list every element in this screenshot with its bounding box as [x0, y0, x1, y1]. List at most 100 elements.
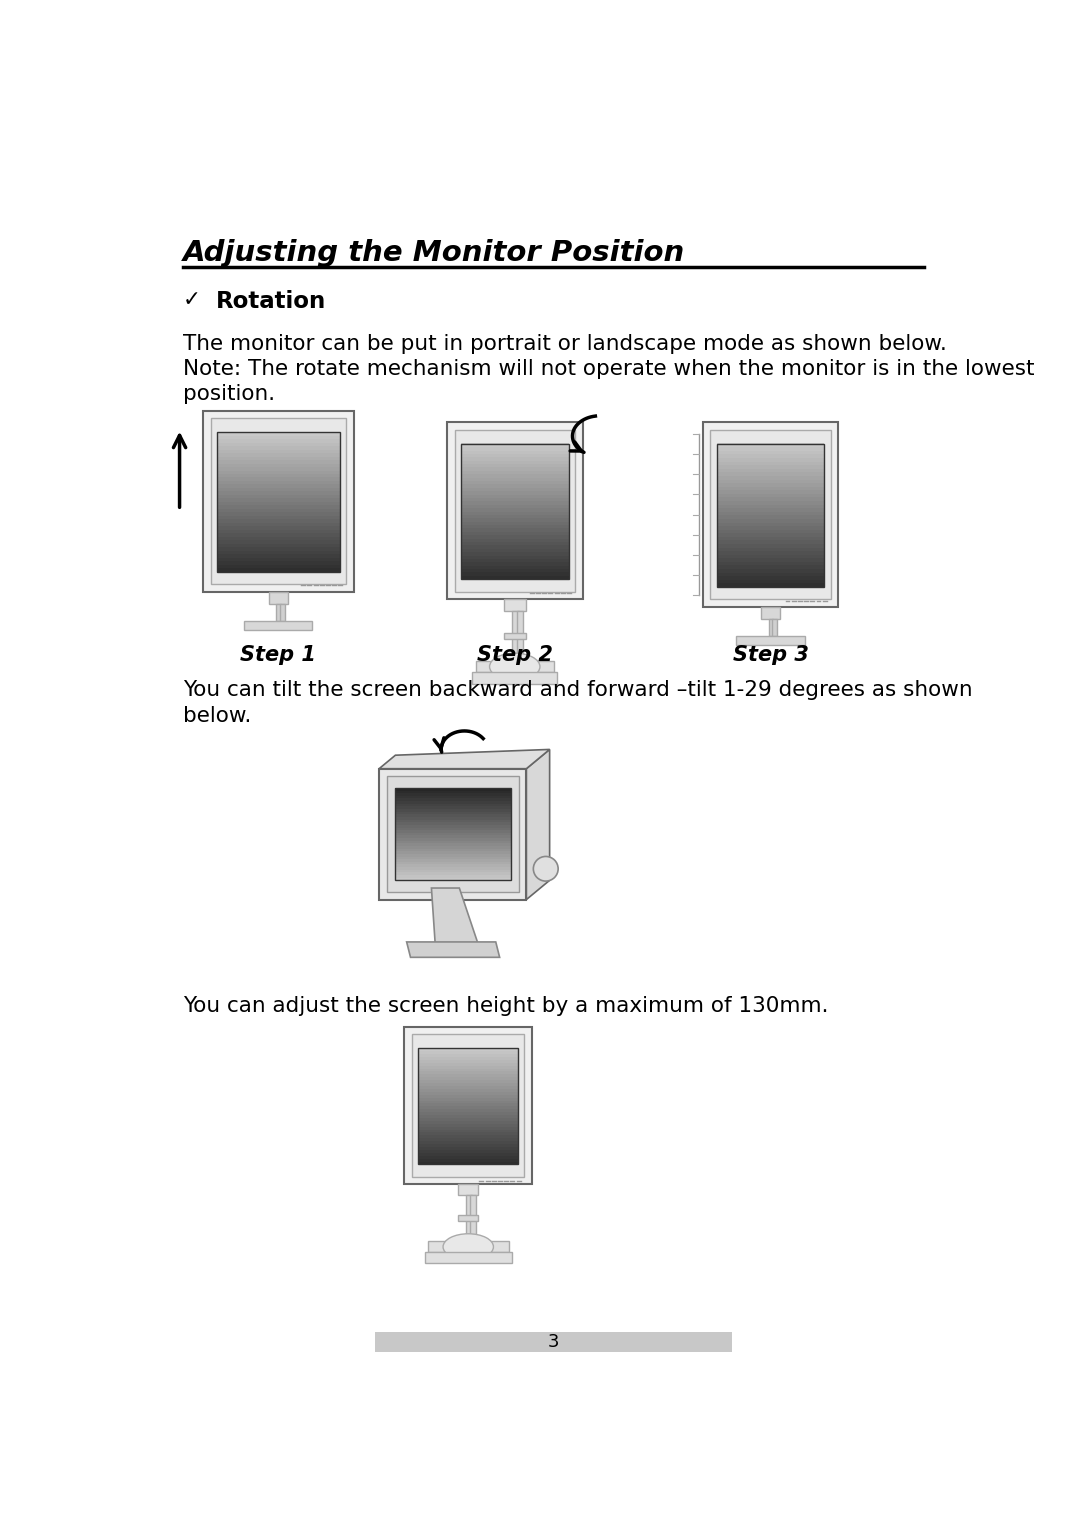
- Bar: [217, 491, 340, 495]
- Bar: [717, 534, 824, 537]
- Bar: [418, 1095, 518, 1098]
- Polygon shape: [394, 809, 511, 812]
- Bar: [461, 528, 568, 532]
- Bar: [418, 1102, 518, 1107]
- Bar: [461, 457, 568, 460]
- Bar: [717, 494, 824, 497]
- Bar: [717, 443, 824, 448]
- Polygon shape: [394, 838, 511, 841]
- Bar: [461, 477, 568, 482]
- Bar: [217, 433, 340, 572]
- Bar: [418, 1150, 518, 1153]
- Bar: [461, 485, 568, 488]
- Bar: [418, 1060, 518, 1063]
- Bar: [217, 543, 340, 547]
- Polygon shape: [394, 833, 511, 835]
- Bar: [512, 610, 518, 661]
- Text: Step 2: Step 2: [476, 645, 553, 665]
- Bar: [461, 443, 568, 446]
- Bar: [461, 549, 568, 552]
- Ellipse shape: [443, 1234, 494, 1260]
- Bar: [217, 474, 340, 477]
- Polygon shape: [394, 798, 511, 801]
- Polygon shape: [394, 824, 511, 827]
- Bar: [458, 1216, 478, 1222]
- Bar: [418, 1112, 518, 1115]
- Bar: [418, 1098, 518, 1101]
- Bar: [461, 491, 568, 494]
- Bar: [717, 454, 824, 459]
- Bar: [461, 555, 568, 560]
- Bar: [418, 1092, 518, 1095]
- Polygon shape: [394, 856, 511, 859]
- Bar: [418, 1161, 518, 1165]
- Polygon shape: [394, 849, 511, 852]
- Bar: [461, 450, 568, 454]
- Bar: [717, 489, 824, 494]
- Bar: [717, 529, 824, 534]
- Bar: [717, 572, 824, 576]
- Bar: [217, 431, 340, 436]
- Text: Step 1: Step 1: [241, 645, 316, 665]
- Bar: [458, 1185, 478, 1196]
- Bar: [418, 1130, 518, 1133]
- Bar: [217, 450, 340, 453]
- Bar: [418, 1124, 518, 1127]
- Bar: [217, 515, 340, 520]
- Bar: [217, 505, 340, 509]
- Bar: [717, 443, 824, 587]
- Bar: [717, 479, 824, 483]
- Bar: [217, 509, 340, 512]
- Polygon shape: [394, 835, 511, 838]
- Polygon shape: [394, 820, 511, 823]
- Bar: [461, 532, 568, 535]
- Bar: [418, 1118, 518, 1121]
- Bar: [217, 502, 340, 506]
- Polygon shape: [379, 749, 550, 769]
- Bar: [217, 466, 340, 471]
- Polygon shape: [394, 878, 511, 881]
- Bar: [761, 607, 780, 619]
- Bar: [211, 419, 347, 584]
- Bar: [217, 523, 340, 526]
- Bar: [418, 1135, 518, 1138]
- Bar: [461, 541, 568, 546]
- Bar: [424, 1252, 512, 1263]
- Bar: [217, 477, 340, 482]
- Bar: [455, 430, 575, 592]
- Bar: [717, 558, 824, 561]
- Bar: [203, 411, 354, 592]
- Polygon shape: [526, 749, 550, 899]
- Bar: [418, 1131, 518, 1136]
- Bar: [217, 512, 340, 515]
- Polygon shape: [394, 864, 511, 867]
- Bar: [217, 540, 340, 544]
- Bar: [769, 619, 773, 636]
- Bar: [461, 463, 568, 468]
- Polygon shape: [394, 875, 511, 878]
- Bar: [461, 538, 568, 541]
- Bar: [461, 575, 568, 579]
- Bar: [461, 572, 568, 576]
- Bar: [217, 439, 340, 442]
- Polygon shape: [394, 844, 511, 846]
- Bar: [217, 446, 340, 450]
- Text: position.: position.: [183, 384, 275, 405]
- Bar: [217, 436, 340, 439]
- Bar: [404, 1026, 532, 1185]
- Bar: [217, 529, 340, 534]
- Polygon shape: [394, 859, 511, 862]
- Polygon shape: [394, 815, 511, 816]
- Bar: [418, 1141, 518, 1144]
- Bar: [717, 540, 824, 544]
- Bar: [703, 422, 838, 607]
- Polygon shape: [379, 769, 526, 899]
- Bar: [418, 1147, 518, 1150]
- Bar: [717, 550, 824, 555]
- Polygon shape: [394, 797, 511, 798]
- Text: ✓: ✓: [183, 289, 201, 310]
- Bar: [717, 511, 824, 515]
- Polygon shape: [394, 806, 511, 809]
- Polygon shape: [394, 801, 511, 804]
- Text: You can adjust the screen height by a maximum of 130mm.: You can adjust the screen height by a ma…: [183, 995, 828, 1015]
